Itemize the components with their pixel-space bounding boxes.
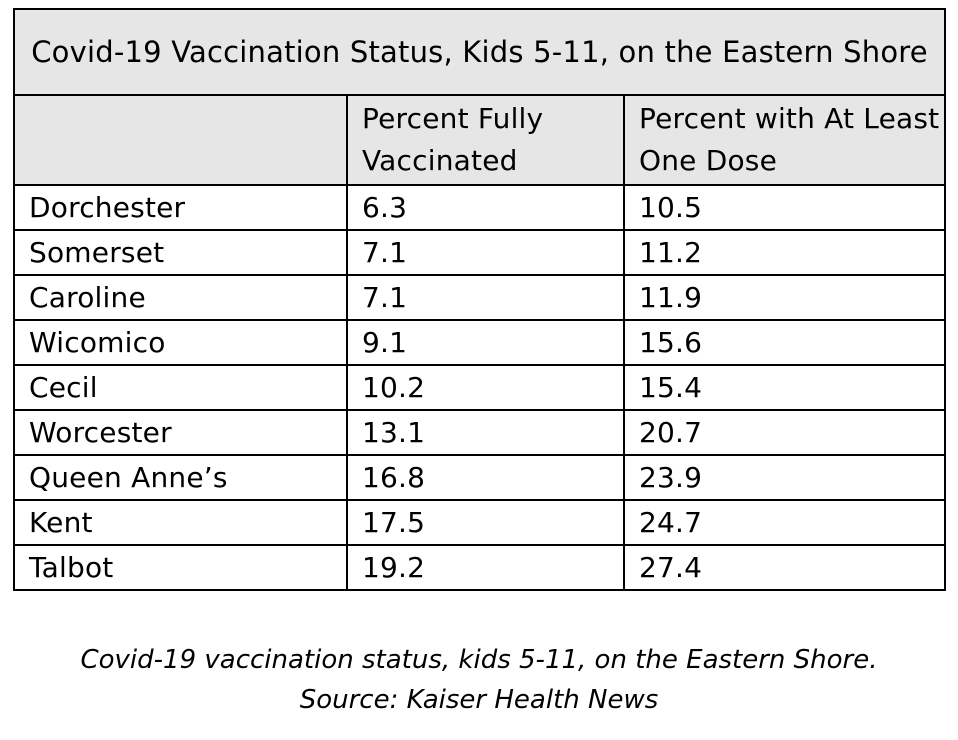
table-row: Talbot 19.2 27.4 [13, 544, 947, 591]
county-cell: Cecil [13, 364, 348, 411]
table-title: Covid-19 Vaccination Status, Kids 5-11, … [12, 8, 947, 96]
one-dose-cell: 11.9 [622, 274, 947, 321]
fully-vaccinated-cell: 17.5 [346, 499, 625, 546]
figure-caption: Covid-19 vaccination status, kids 5-11, … [0, 640, 958, 721]
fully-vaccinated-column-header: Percent Fully Vaccinated [346, 94, 625, 186]
fully-vaccinated-cell: 7.1 [346, 274, 625, 321]
table-row: Queen Anne’s 16.8 23.9 [13, 454, 947, 501]
table-row: Kent 17.5 24.7 [13, 499, 947, 546]
table-row: Caroline 7.1 11.9 [13, 274, 947, 321]
fully-vaccinated-cell: 13.1 [346, 409, 625, 456]
table-header-row: Percent Fully Vaccinated Percent with At… [13, 94, 947, 186]
table-row: Dorchester 6.3 10.5 [13, 184, 947, 231]
county-cell: Talbot [13, 544, 348, 591]
one-dose-cell: 23.9 [622, 454, 947, 501]
fully-vaccinated-cell: 16.8 [346, 454, 625, 501]
one-dose-cell: 11.2 [622, 229, 947, 276]
table-title-row: Covid-19 Vaccination Status, Kids 5-11, … [12, 8, 947, 96]
fully-vaccinated-cell: 10.2 [346, 364, 625, 411]
one-dose-cell: 15.6 [622, 319, 947, 366]
fully-vaccinated-cell: 6.3 [346, 184, 625, 231]
caption-line-2: Source: Kaiser Health News [299, 685, 659, 716]
one-dose-cell: 15.4 [622, 364, 947, 411]
county-cell: Dorchester [13, 184, 348, 231]
fully-vaccinated-cell: 7.1 [346, 229, 625, 276]
table-row: Somerset 7.1 11.2 [13, 229, 947, 276]
fully-vaccinated-cell: 9.1 [346, 319, 625, 366]
one-dose-column-header: Percent with At Least One Dose [622, 94, 947, 186]
vaccination-table: Covid-19 Vaccination Status, Kids 5-11, … [12, 8, 947, 591]
table-body: Dorchester 6.3 10.5 Somerset 7.1 11.2 Caroline… [13, 184, 947, 591]
one-dose-cell: 10.5 [622, 184, 947, 231]
county-cell: Kent [13, 499, 348, 546]
table-row: Worcester 13.1 20.7 [13, 409, 947, 456]
caption-line-1: Covid-19 vaccination status, kids 5-11, … [80, 645, 878, 675]
county-cell: Caroline [13, 274, 348, 321]
one-dose-cell: 27.4 [622, 544, 947, 591]
county-cell: Queen Anne’s [13, 454, 348, 501]
county-cell: Somerset [13, 229, 348, 276]
county-cell: Worcester [13, 409, 348, 456]
county-column-header [13, 94, 348, 186]
table-row: Wicomico 9.1 15.6 [13, 319, 947, 366]
one-dose-cell: 24.7 [622, 499, 947, 546]
fully-vaccinated-cell: 19.2 [346, 544, 625, 591]
table-row: Cecil 10.2 15.4 [13, 364, 947, 411]
one-dose-cell: 20.7 [622, 409, 947, 456]
county-cell: Wicomico [13, 319, 348, 366]
